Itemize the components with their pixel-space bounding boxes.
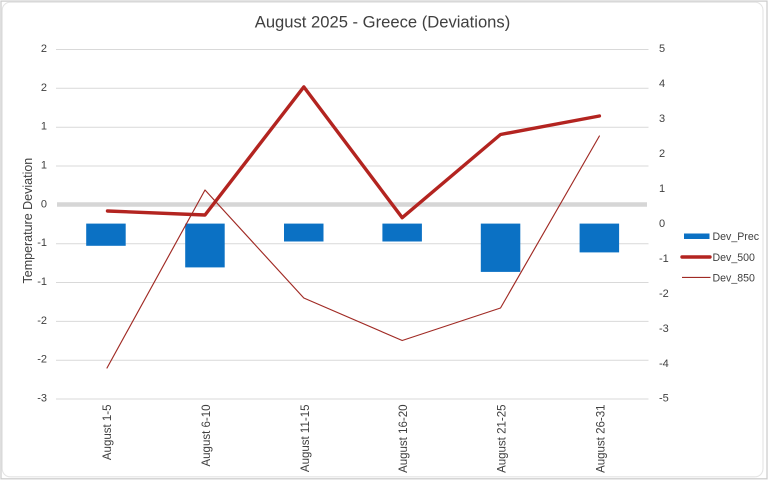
svg-text:4: 4 — [659, 78, 665, 90]
svg-text:-3: -3 — [37, 393, 47, 405]
svg-text:August 2025 - Greece (Deviatio: August 2025 - Greece (Deviations) — [255, 13, 511, 32]
svg-text:August 16-20: August 16-20 — [398, 405, 410, 473]
svg-text:-5: -5 — [659, 393, 669, 405]
svg-text:August 11-15: August 11-15 — [300, 405, 312, 473]
svg-text:1: 1 — [41, 121, 47, 133]
svg-text:0: 0 — [41, 198, 47, 210]
svg-text:2: 2 — [41, 43, 47, 55]
svg-text:-1: -1 — [659, 253, 669, 265]
svg-text:Dev_Prec: Dev_Prec — [713, 231, 760, 243]
svg-text:-3: -3 — [659, 323, 669, 335]
svg-text:3: 3 — [659, 113, 665, 125]
svg-text:-4: -4 — [659, 358, 669, 370]
svg-text:-2: -2 — [659, 288, 669, 300]
svg-text:5: 5 — [659, 43, 665, 55]
svg-text:-2: -2 — [37, 315, 47, 327]
svg-text:2: 2 — [41, 82, 47, 94]
svg-text:2: 2 — [659, 148, 665, 160]
svg-text:-1: -1 — [37, 276, 47, 288]
svg-text:1: 1 — [41, 160, 47, 172]
svg-text:August 6-10: August 6-10 — [201, 405, 213, 467]
svg-text:August 21-25: August 21-25 — [497, 405, 509, 473]
svg-text:-2: -2 — [37, 354, 47, 366]
svg-text:August 1-5: August 1-5 — [102, 405, 114, 461]
svg-text:0: 0 — [659, 218, 665, 230]
svg-text:Temperature Deviation: Temperature Deviation — [21, 158, 35, 284]
svg-text:Dev_850: Dev_850 — [713, 272, 756, 284]
svg-text:August 26-31: August 26-31 — [595, 405, 607, 473]
svg-text:1: 1 — [659, 183, 665, 195]
svg-text:Dev_500: Dev_500 — [713, 252, 756, 264]
svg-text:-1: -1 — [37, 237, 47, 249]
